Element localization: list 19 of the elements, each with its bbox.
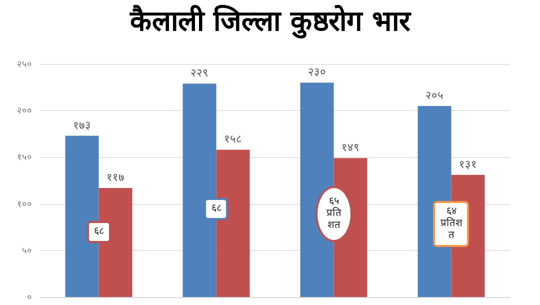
- data-label: १३१: [458, 158, 477, 171]
- y-tick-label: २५०: [17, 59, 32, 69]
- y-tick-label: २००: [17, 106, 32, 116]
- data-label: १५८: [224, 132, 242, 146]
- data-label: १४९: [341, 141, 360, 154]
- y-tick-label: १००: [17, 198, 32, 209]
- data-label: १७३: [73, 118, 92, 132]
- annotation: ६४ प्रतिश त: [433, 200, 470, 247]
- annotation: ६८: [86, 220, 111, 243]
- y-tick-label: १५०: [17, 152, 32, 162]
- data-label: २३०: [308, 66, 326, 79]
- y-tick-label: ०: [27, 292, 32, 302]
- annotation: ६५ प्रति शत: [315, 186, 352, 242]
- data-label: ११७: [106, 170, 124, 184]
- y-tick-label: ५०: [22, 245, 32, 256]
- chart-title: कैलाली जिल्ला कुष्ठरोग भार: [128, 4, 412, 38]
- data-label: २२९: [190, 66, 209, 80]
- annotation: ६८: [204, 198, 228, 220]
- data-label: २०५: [426, 88, 444, 102]
